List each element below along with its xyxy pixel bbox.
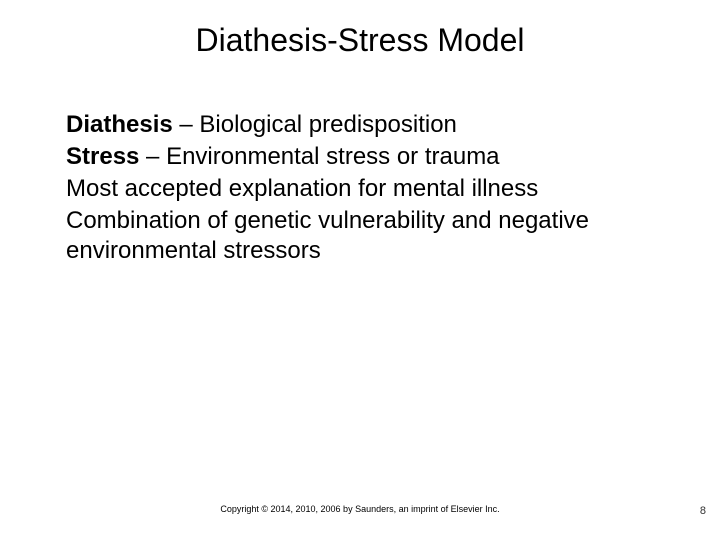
list-item: ಑ Stress – Environmental stress or traum… [52, 142, 668, 172]
bullet-text: Diathesis – Biological predisposition [66, 110, 668, 140]
bullet-bold: Stress [66, 143, 139, 170]
slide-title: Diathesis-Stress Model [0, 22, 720, 59]
page-number: 8 [700, 505, 706, 517]
bullet-bold: Diathesis [66, 111, 173, 138]
bullet-rest: Combination of genetic vulnerability and… [66, 207, 589, 264]
bullet-rest: – Biological predisposition [173, 111, 457, 138]
bullet-list: ಑ Diathesis – Biological predisposition … [52, 110, 668, 266]
bullet-text: Most accepted explanation for mental ill… [66, 174, 668, 204]
list-item: ಑ Most accepted explanation for mental i… [52, 174, 668, 204]
list-item: ಑ Diathesis – Biological predisposition [52, 110, 668, 140]
bullet-text: Stress – Environmental stress or trauma [66, 142, 668, 172]
list-item: ಑ Combination of genetic vulnerability a… [52, 206, 668, 266]
footer: Copyright © 2014, 2010, 2006 by Saunders… [0, 504, 720, 514]
bullet-text: Combination of genetic vulnerability and… [66, 206, 668, 266]
content-area: ಑ Diathesis – Biological predisposition … [52, 110, 668, 268]
copyright-text: Copyright © 2014, 2010, 2006 by Saunders… [0, 504, 720, 514]
bullet-rest: – Environmental stress or trauma [139, 143, 499, 170]
slide: Diathesis-Stress Model ಑ Diathesis – Bio… [0, 0, 720, 540]
bullet-rest: Most accepted explanation for mental ill… [66, 175, 538, 202]
